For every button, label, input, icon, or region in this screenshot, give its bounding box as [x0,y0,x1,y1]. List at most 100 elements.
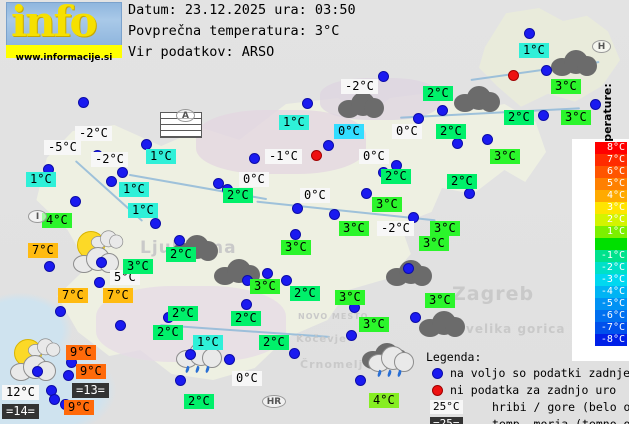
station-dot[interactable] [590,99,601,110]
station-dot[interactable] [174,235,185,246]
station-dot[interactable] [241,299,252,310]
temperature-label: 3°C [339,221,369,236]
temperature-label: -2°C [377,221,414,236]
temperature-label: 2°C [381,169,411,184]
ghost-place-label: velika gorica [466,322,566,336]
station-dot-nodata[interactable] [508,70,519,81]
station-dot[interactable] [355,375,366,386]
station-dot[interactable] [106,176,117,187]
station-dot[interactable] [413,113,424,124]
station-dot[interactable] [262,268,273,279]
temperature-label: -2°C [75,126,112,141]
country-code-hr: HR [262,395,286,408]
station-dot[interactable] [150,218,161,229]
station-dot[interactable] [115,320,126,331]
site-url-text: www.informacije.si [15,53,113,63]
station-dot[interactable] [44,261,55,272]
station-dot[interactable] [290,229,301,240]
temperature-label: 4°C [369,393,399,408]
station-dot[interactable] [361,188,372,199]
cloud-dark-icon [419,309,465,337]
station-dot[interactable] [323,140,334,151]
station-dot[interactable] [437,105,448,116]
station-dot[interactable] [78,97,89,108]
station-dot[interactable] [185,349,196,360]
scale-band: -3°C [595,274,627,286]
temperature-label: 2°C [153,325,183,340]
station-dot[interactable] [538,110,549,121]
cloud-light-icon [28,337,61,357]
station-dot[interactable] [70,196,81,207]
station-dot[interactable] [464,188,475,199]
station-dot[interactable] [49,394,60,405]
legend: Legenda: na voljo so podatki zadnje uren… [426,350,629,424]
station-dot[interactable] [482,134,493,145]
station-dot[interactable] [249,153,260,164]
cloud-light-icon [91,229,124,249]
scale-band: 7°C [595,154,627,166]
temperature-label: =14= [2,404,39,419]
temperature-label: 0°C [232,371,262,386]
scale-band: 3°C [595,202,627,214]
ghost-place-label: Črnomelj [300,358,364,371]
legend-dot-red-icon [432,385,443,396]
scale-band: -5°C [595,298,627,310]
station-dot[interactable] [524,28,535,39]
temperature-label: 7°C [103,288,133,303]
station-dot[interactable] [32,366,43,377]
temperature-label: 3°C [430,221,460,236]
temperature-label: 3°C [250,279,280,294]
station-dot[interactable] [302,98,313,109]
temperature-label: 1°C [146,149,176,164]
temperature-label: 2°C [166,247,196,262]
station-dot[interactable] [96,257,107,268]
station-dot[interactable] [289,348,300,359]
station-dot[interactable] [346,330,357,341]
station-dot[interactable] [292,203,303,214]
ghost-place-label: Zagreb [452,283,535,305]
station-dot[interactable] [213,178,224,189]
scale-band [595,238,627,250]
scale-bands: 8°C 7°C 6°C 5°C 4°C 3°C 2°C 1°C -1°C -2°C -3°C -4°C… [595,142,627,346]
station-dot[interactable] [329,209,340,220]
station-dot[interactable] [55,306,66,317]
temperature-label: 0°C [239,172,269,187]
cloud-dark-icon [386,258,432,286]
station-dot[interactable] [63,370,74,381]
station-dot[interactable] [403,263,414,274]
cloud-dark-icon [454,84,500,112]
station-dot[interactable] [452,138,463,149]
temperature-label: 2°C [259,335,289,350]
site-logo[interactable]: info [6,2,122,46]
station-dot-nodata[interactable] [311,150,322,161]
cloud-dark-icon [338,90,384,118]
station-dot[interactable] [541,65,552,76]
station-dot[interactable] [117,167,128,178]
temperature-label: 9°C [76,364,106,379]
legend-row: na voljo so podatki zadnje ure [426,365,629,382]
scale-band: -2°C [595,262,627,274]
temperature-label: 0°C [359,149,389,164]
station-dot[interactable] [378,71,389,82]
station-dot[interactable] [94,277,105,288]
station-dot[interactable] [410,312,421,323]
country-code-h: H [592,40,611,53]
temperature-label: 1°C [279,115,309,130]
station-dot[interactable] [281,275,292,286]
legend-row: 25°C hribi / gore (belo ozadje) [426,399,629,416]
cloud-dark-icon [551,48,597,76]
country-code-a: A [176,109,195,122]
site-url-bar[interactable]: www.informacije.si [6,45,122,63]
temperature-label: -2°C [91,152,128,167]
header-date-time: Datum: 23.12.2025 ura: 03:50 [128,2,356,18]
legend-row-text: temp. morja (temno ozadje) [492,417,629,424]
station-dot[interactable] [175,375,186,386]
temperature-label: 7°C [28,243,58,258]
temperature-label: 2°C [223,188,253,203]
temperature-label: 0°C [392,124,422,139]
scale-band: -4°C [595,286,627,298]
temperature-label: 0°C [300,188,330,203]
station-dot[interactable] [224,354,235,365]
legend-dot-blue-icon [432,368,443,379]
